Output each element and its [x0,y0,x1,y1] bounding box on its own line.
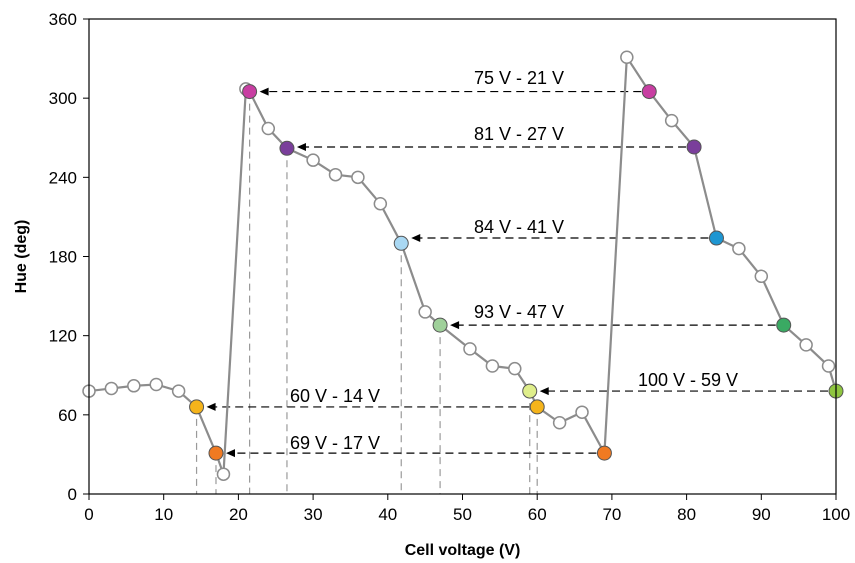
highlighted-point [529,399,545,415]
x-tick-label: 80 [677,505,696,524]
data-point [127,379,141,393]
data-point [171,384,186,398]
x-tick-label: 70 [602,505,621,524]
data-point [418,305,432,319]
annotation-label: 69 V - 17 V [290,433,380,453]
x-tick-label: 20 [229,505,248,524]
annotation-arrowhead [206,402,216,411]
data-point [216,467,231,481]
data-point [104,381,119,396]
plot-frame [88,18,837,495]
data-points [82,50,844,481]
x-tick-label: 100 [822,505,850,524]
annotation-label: 84 V - 41 V [474,217,564,237]
annotation-label: 93 V - 47 V [474,302,564,322]
data-point [485,359,500,373]
data-point [732,241,746,256]
x-tick-label: 40 [378,505,397,524]
y-tick-label: 60 [58,406,77,425]
x-tick-label: 0 [84,505,93,524]
data-point [799,338,813,352]
y-tick-label: 120 [49,327,77,346]
data-point [261,121,276,136]
highlighted-point [279,140,295,156]
annotation-arrowhead [296,142,306,151]
annotation-labels: 75 V - 21 V 81 V - 27 V 84 V - 41 V 93 V - … [290,68,738,453]
data-point [664,113,679,128]
data-point [306,153,320,167]
highlighted-point [208,445,224,461]
data-point [149,377,163,392]
data-point [351,170,365,185]
annotation-label: 100 V - 59 V [638,370,738,390]
annotation-label: 75 V - 21 V [474,68,564,88]
x-tick-label: 90 [752,505,771,524]
annotation-arrows [206,87,549,458]
x-axis-title: Cell voltage (V) [405,542,521,559]
data-point [373,196,388,211]
x-tick-label: 10 [154,505,173,524]
y-tick-label: 360 [49,10,77,29]
data-point [821,359,836,373]
highlighted-point [776,317,792,333]
highlighted-point [393,235,409,251]
annotation-arrowhead [539,387,549,396]
highlighted-point [189,399,205,415]
x-axis-ticks: 0 10 20 30 40 50 60 70 80 90 100 [84,494,850,524]
highlighted-point [641,84,657,100]
y-tick-label: 180 [49,248,77,267]
y-tick-label: 300 [49,89,77,108]
highlighted-point [522,383,538,399]
y-axis-ticks: 0 60 120 180 240 300 360 [49,10,89,504]
annotation-label: 81 V - 27 V [474,124,564,144]
y-tick-label: 0 [68,485,77,504]
annotation-arrowhead [259,87,269,96]
annotation-label: 60 V - 14 V [290,386,380,406]
x-tick-label: 60 [528,505,547,524]
data-point [508,361,522,376]
annotation-arrowhead [450,321,460,330]
highlighted-point [242,84,258,100]
x-tick-label: 50 [453,505,472,524]
highlighted-point [708,230,724,246]
y-axis-title: Hue (deg) [13,220,30,294]
data-point [754,269,769,284]
x-tick-label: 30 [304,505,323,524]
data-point [552,416,567,430]
highlighted-point [432,317,448,333]
data-point [575,405,589,419]
highlighted-point [596,445,612,461]
data-point [620,50,634,65]
annotation-arrowhead [225,449,235,458]
annotation-lines [214,90,828,454]
annotation-arrowhead [411,234,421,243]
y-tick-label: 240 [49,168,77,187]
data-point [328,167,343,182]
highlighted-point [686,139,702,155]
data-point [463,342,477,356]
